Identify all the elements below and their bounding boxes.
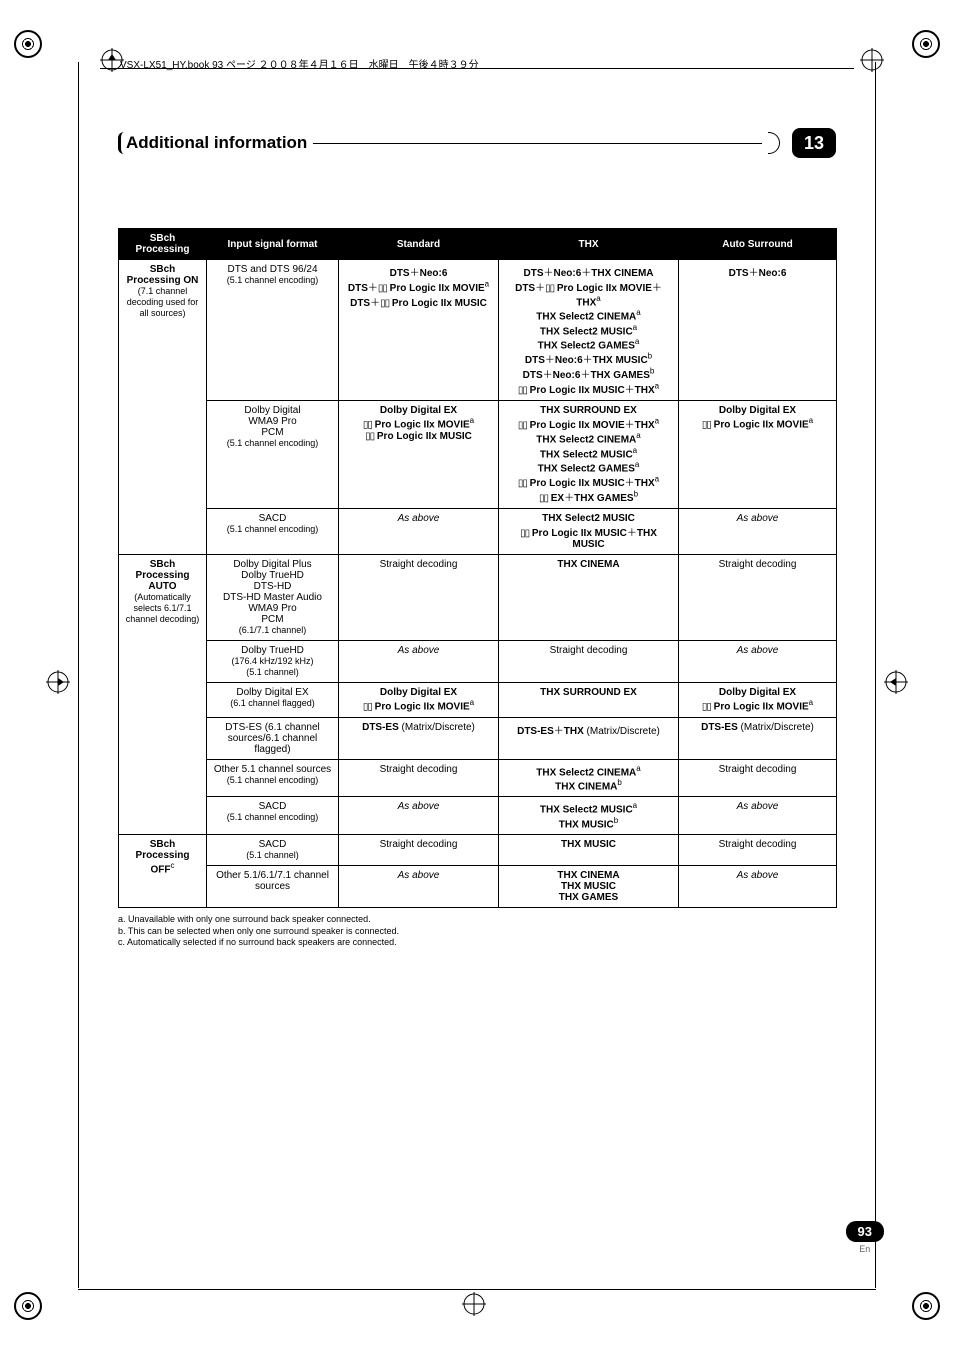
table-cell: THX Select2 MUSICaTHX MUSICb bbox=[499, 797, 679, 835]
table-cell: THX SURROUND EX▯▯ Pro Logic IIx MOVIE＋TH… bbox=[499, 401, 679, 509]
registration-mark-icon bbox=[860, 48, 884, 72]
table-cell: DTS＋Neo:6＋THX CINEMADTS＋▯▯ Pro Logic IIx… bbox=[499, 260, 679, 401]
table-cell: SACD(5.1 channel) bbox=[207, 834, 339, 865]
table-row: SBch Processing OFFcSACD(5.1 channel)Str… bbox=[119, 834, 837, 865]
col-header: Auto Surround bbox=[679, 229, 837, 260]
table-cell: SACD(5.1 channel encoding) bbox=[207, 797, 339, 835]
header-rule bbox=[100, 68, 854, 69]
table-cell: Dolby Digital EX(6.1 channel flagged) bbox=[207, 683, 339, 717]
listening-modes-table: SBch Processing Input signal format Stan… bbox=[118, 228, 837, 908]
table-cell: As above bbox=[679, 641, 837, 683]
footnote: b. This can be selected when only one su… bbox=[118, 926, 836, 938]
table-cell: Dolby Digital EX▯▯ Pro Logic IIx MOVIEa bbox=[679, 401, 837, 509]
table-row: Dolby TrueHD(176.4 kHz/192 kHz)(5.1 chan… bbox=[119, 641, 837, 683]
crop-mark-icon bbox=[14, 30, 42, 58]
table-row: SBch Processing AUTO(Automatically selec… bbox=[119, 555, 837, 641]
table-cell: Straight decoding bbox=[339, 759, 499, 797]
table-cell: Straight decoding bbox=[339, 555, 499, 641]
table-cell: Straight decoding bbox=[499, 641, 679, 683]
table-header-row: SBch Processing Input signal format Stan… bbox=[119, 229, 837, 260]
table-cell: As above bbox=[339, 509, 499, 555]
table-row: Dolby DigitalWMA9 ProPCM(5.1 channel enc… bbox=[119, 401, 837, 509]
crop-mark-icon bbox=[14, 1292, 42, 1320]
table-cell: DTS-ES＋THX (Matrix/Discrete) bbox=[499, 717, 679, 759]
chapter-ornament-icon bbox=[118, 132, 124, 154]
registration-mark-icon bbox=[462, 1292, 486, 1316]
table-cell: Straight decoding bbox=[679, 555, 837, 641]
registration-mark-icon bbox=[884, 670, 908, 694]
table-cell: As above bbox=[339, 865, 499, 907]
table-cell: Dolby Digital PlusDolby TrueHDDTS-HDDTS-… bbox=[207, 555, 339, 641]
table-cell: As above bbox=[339, 797, 499, 835]
table-cell: As above bbox=[679, 797, 837, 835]
table-cell: DTS-ES (6.1 channel sources/6.1 channel … bbox=[207, 717, 339, 759]
chapter-title: Additional information bbox=[126, 133, 307, 153]
crop-rule bbox=[875, 62, 876, 1288]
table-cell: Dolby Digital EX▯▯ Pro Logic IIx MOVIEa▯… bbox=[339, 401, 499, 509]
table-cell: THX MUSIC bbox=[499, 834, 679, 865]
table-cell: THX SURROUND EX bbox=[499, 683, 679, 717]
chapter-number-badge: 13 bbox=[792, 128, 836, 158]
group-label-cell: SBch Processing AUTO(Automatically selec… bbox=[119, 555, 207, 835]
crop-mark-icon bbox=[912, 1292, 940, 1320]
crop-rule bbox=[78, 1289, 876, 1290]
table-row: Other 5.1 channel sources(5.1 channel en… bbox=[119, 759, 837, 797]
table-cell: Other 5.1 channel sources(5.1 channel en… bbox=[207, 759, 339, 797]
col-header: Standard bbox=[339, 229, 499, 260]
table-cell: DTS-ES (Matrix/Discrete) bbox=[679, 717, 837, 759]
table-row: Dolby Digital EX(6.1 channel flagged)Dol… bbox=[119, 683, 837, 717]
table-cell: THX Select2 CINEMAaTHX CINEMAb bbox=[499, 759, 679, 797]
table-cell: Dolby Digital EX▯▯ Pro Logic IIx MOVIEa bbox=[339, 683, 499, 717]
table-cell: Straight decoding bbox=[679, 834, 837, 865]
table-cell: Straight decoding bbox=[679, 759, 837, 797]
table-cell: DTS-ES (Matrix/Discrete) bbox=[339, 717, 499, 759]
col-header: THX bbox=[499, 229, 679, 260]
table-cell: THX CINEMATHX MUSICTHX GAMES bbox=[499, 865, 679, 907]
group-label-cell: SBch Processing ON(7.1 channel decoding … bbox=[119, 260, 207, 555]
table-cell: SACD(5.1 channel encoding) bbox=[207, 509, 339, 555]
table-cell: Dolby DigitalWMA9 ProPCM(5.1 channel enc… bbox=[207, 401, 339, 509]
col-header: Input signal format bbox=[207, 229, 339, 260]
page-lang: En bbox=[846, 1244, 884, 1254]
footnote: a. Unavailable with only one surround ba… bbox=[118, 914, 836, 926]
table-row: DTS-ES (6.1 channel sources/6.1 channel … bbox=[119, 717, 837, 759]
page-number-block: 93 En bbox=[846, 1221, 884, 1254]
crop-mark-icon bbox=[912, 30, 940, 58]
table-cell: Other 5.1/6.1/7.1 channel sources bbox=[207, 865, 339, 907]
registration-mark-icon bbox=[46, 670, 70, 694]
table-cell: Straight decoding bbox=[339, 834, 499, 865]
table-row: SBch Processing ON(7.1 channel decoding … bbox=[119, 260, 837, 401]
table-cell: Dolby TrueHD(176.4 kHz/192 kHz)(5.1 chan… bbox=[207, 641, 339, 683]
col-header: SBch Processing bbox=[119, 229, 207, 260]
chapter-header: Additional information 13 bbox=[118, 128, 836, 158]
table-cell: As above bbox=[679, 509, 837, 555]
table-cell: DTS＋Neo:6 bbox=[679, 260, 837, 401]
footnote: c. Automatically selected if no surround… bbox=[118, 937, 836, 949]
table-row: Other 5.1/6.1/7.1 channel sourcesAs abov… bbox=[119, 865, 837, 907]
table-cell: As above bbox=[679, 865, 837, 907]
page-content: Additional information 13 SBch Processin… bbox=[118, 128, 836, 949]
footnotes: a. Unavailable with only one surround ba… bbox=[118, 914, 836, 949]
table-cell: Dolby Digital EX▯▯ Pro Logic IIx MOVIEa bbox=[679, 683, 837, 717]
table-cell: DTS and DTS 96/24(5.1 channel encoding) bbox=[207, 260, 339, 401]
table-row: SACD(5.1 channel encoding)As aboveTHX Se… bbox=[119, 797, 837, 835]
crop-rule bbox=[78, 62, 79, 1288]
table-cell: THX CINEMA bbox=[499, 555, 679, 641]
chapter-cap-icon bbox=[768, 132, 780, 154]
table-cell: As above bbox=[339, 641, 499, 683]
group-label-cell: SBch Processing OFFc bbox=[119, 834, 207, 907]
chapter-rule bbox=[313, 143, 762, 144]
table-row: SACD(5.1 channel encoding)As aboveTHX Se… bbox=[119, 509, 837, 555]
table-cell: DTS＋Neo:6DTS＋▯▯ Pro Logic IIx MOVIEaDTS＋… bbox=[339, 260, 499, 401]
table-cell: THX Select2 MUSIC▯▯ Pro Logic IIx MUSIC＋… bbox=[499, 509, 679, 555]
page-number: 93 bbox=[846, 1221, 884, 1242]
